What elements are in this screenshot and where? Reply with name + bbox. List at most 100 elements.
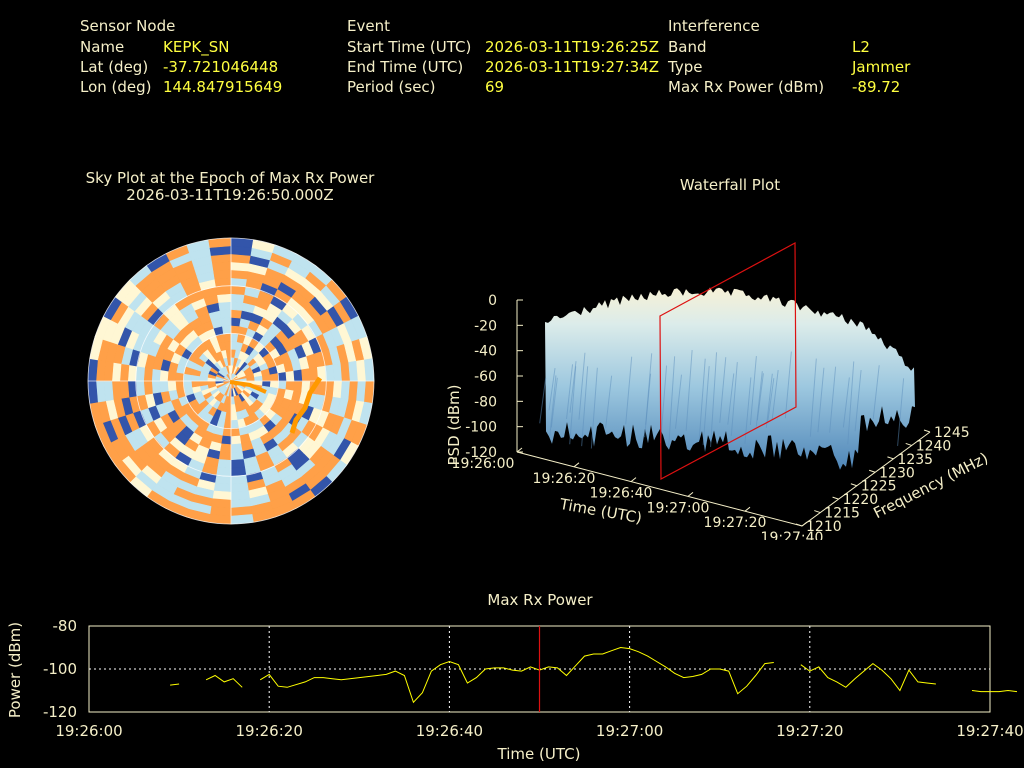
waterfall-streak (668, 356, 676, 448)
max-power-label: Max Rx Power (dBm) (668, 78, 825, 96)
waterfall-x-tick (801, 521, 808, 527)
sensor-node-header: Sensor Node (80, 17, 176, 35)
name-label: Name (80, 38, 125, 56)
sky-cell (219, 309, 232, 319)
power-series-line (170, 683, 180, 686)
period-value: 69 (485, 78, 505, 96)
sky-cell (230, 293, 246, 303)
power-x-tick-label: 19:27:00 (596, 722, 663, 740)
waterfall-streak (549, 375, 557, 436)
waterfall-streak (566, 364, 574, 420)
waterfall-streak (685, 350, 693, 431)
waterfall-y-tick-label: 1220 (843, 492, 879, 508)
power-ylabel: Power (dBm) (6, 622, 24, 718)
waterfall-streak (539, 377, 547, 424)
sky-cell (285, 370, 295, 382)
waterfall-streak (749, 356, 757, 426)
waterfall-y-tick (887, 456, 894, 460)
waterfall-y-tick (814, 510, 821, 514)
band-label: Band (668, 38, 707, 56)
waterfall-streak (767, 378, 775, 422)
sky-cell (218, 301, 232, 311)
waterfall-streak (809, 358, 817, 437)
power-y-tick-label: -100 (43, 660, 77, 678)
waterfall-x-tick-label: 19:27:00 (647, 500, 710, 516)
waterfall-y-tick-label: 1230 (879, 465, 915, 481)
waterfall-y-tick (850, 483, 858, 487)
sky-cell (230, 412, 238, 422)
sky-cell (230, 451, 244, 461)
waterfall-streak (842, 377, 850, 428)
sky-cell (301, 368, 311, 382)
waterfall-streak (872, 365, 880, 420)
sky-cell (224, 340, 232, 350)
waterfall-streak (765, 373, 773, 428)
sky-cell (215, 285, 232, 296)
lat-value: -37.721046448 (163, 58, 279, 76)
sky-cell (143, 366, 153, 382)
waterfall-y-tick (868, 469, 876, 473)
sky-cell (218, 451, 232, 461)
waterfall-streak (581, 366, 589, 447)
sky-cell (143, 380, 153, 396)
power-x-tick-label: 19:26:20 (236, 722, 303, 740)
sky-cells (87, 237, 375, 525)
lon-label: Lon (deg) (80, 78, 152, 96)
power-series-line (800, 662, 936, 692)
waterfall-streak (817, 367, 825, 433)
waterfall-streak (578, 352, 586, 420)
waterfall-streak (605, 375, 613, 429)
sky-cell (215, 466, 232, 477)
start-time-value: 2026-03-11T19:26:25Z (485, 38, 659, 56)
waterfall-x-tick (630, 477, 637, 482)
waterfall-streak (727, 373, 735, 425)
start-time-label: Start Time (UTC) (347, 38, 472, 56)
sky-cell (223, 332, 232, 343)
waterfall-epoch-marker (659, 241, 797, 480)
waterfall-y-tick-label: 1210 (806, 519, 842, 535)
sky-track (289, 376, 323, 434)
sky-cell (159, 380, 169, 393)
waterfall-x-tick-label: 19:26:40 (590, 486, 653, 502)
sky-cell (262, 374, 272, 382)
waterfall-z-tick-label: -80 (474, 394, 497, 410)
waterfall-streak (590, 367, 598, 449)
sky-plot-title: Sky Plot at the Epoch of Max Rx Power (85, 169, 375, 187)
waterfall-streak (730, 362, 738, 436)
sky-cell (167, 380, 177, 392)
sky-cell (159, 369, 169, 382)
power-y-tick-label: -120 (43, 703, 77, 721)
waterfall-z-tick-label: 0 (488, 293, 497, 309)
sky-cell (269, 373, 280, 382)
waterfall-x-tick-label: 19:26:00 (452, 456, 515, 472)
sky-cell (221, 325, 232, 335)
power-xlabel: Time (UTC) (497, 745, 581, 763)
sky-cell (230, 435, 242, 445)
sky-cell (151, 380, 161, 394)
waterfall-streak (660, 365, 668, 444)
sky-cell (230, 419, 239, 430)
waterfall-z-tick-label: -100 (465, 420, 497, 436)
waterfall-y-tick-label: 1215 (824, 506, 860, 522)
waterfall-x-tick-label: 19:27:40 (761, 530, 824, 540)
band-value: L2 (852, 38, 870, 56)
power-chart-title: Max Rx Power (487, 591, 593, 609)
waterfall-x-tick (573, 462, 580, 468)
lon-value: 144.847915649 (163, 78, 283, 96)
waterfall-plot: PSD (dBm) Time (UTC) Frequency (MHz) 0-2… (445, 241, 991, 540)
sky-cell (230, 309, 243, 319)
end-time-label: End Time (UTC) (347, 58, 464, 76)
sky-cell (219, 443, 232, 453)
waterfall-z-tick-label: -60 (474, 369, 497, 385)
waterfall-streak (644, 373, 652, 438)
sky-cell (293, 369, 303, 382)
power-y-tick-label: -80 (53, 617, 78, 635)
waterfall-streak (702, 366, 710, 446)
waterfall-y-tick (832, 496, 839, 500)
power-series-line (971, 689, 1018, 693)
lat-label: Lat (deg) (80, 58, 149, 76)
power-x-tick-label: 19:26:40 (416, 722, 483, 740)
sky-cell (277, 371, 287, 382)
type-label: Type (668, 58, 703, 76)
end-time-value: 2026-03-11T19:27:34Z (485, 58, 659, 76)
